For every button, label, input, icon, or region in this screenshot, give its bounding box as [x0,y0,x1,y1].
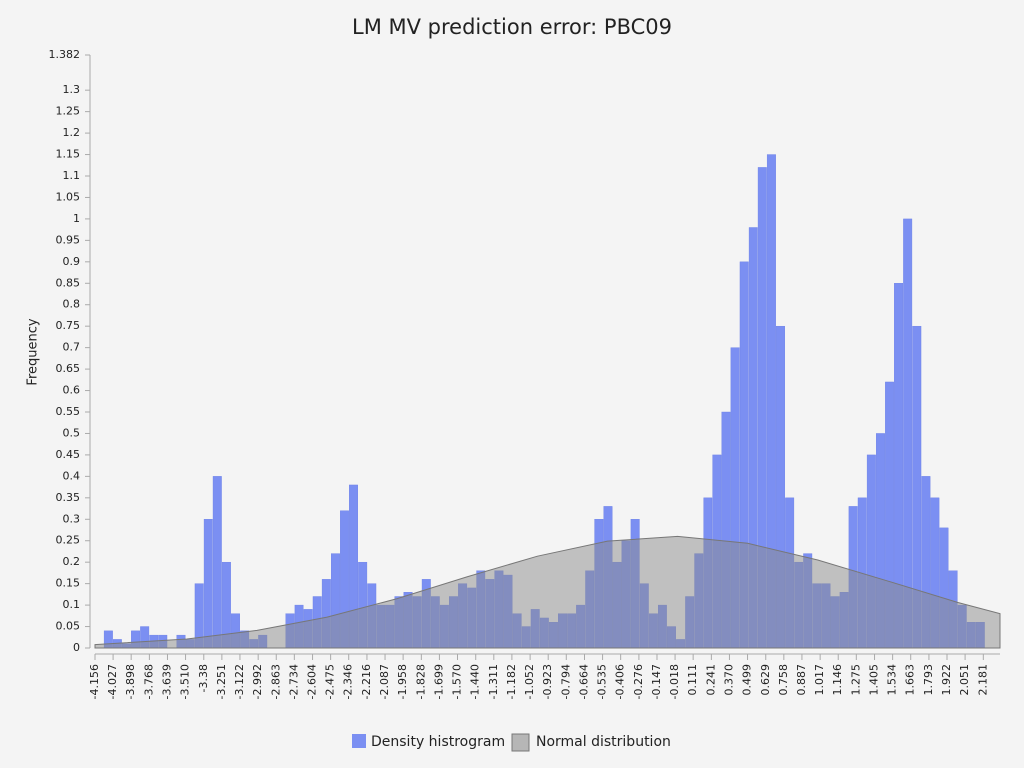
x-tick-label: -0.406 [614,664,627,699]
normal-area [94,535,1001,649]
x-tick-label: -2.863 [269,664,282,699]
x-tick-label: 0.887 [795,664,808,696]
x-tick-label: 0.629 [759,664,772,696]
x-tick-label: -1.699 [432,664,445,699]
x-tick-label: -0.664 [578,664,591,699]
x-tick-label: -3.510 [179,664,192,699]
y-tick-label: 0.5 [63,426,81,439]
legend-swatch [511,733,530,752]
x-tick-label: 0.370 [722,664,735,696]
y-tick-label: 1.15 [56,148,81,161]
x-tick-label: -0.147 [650,664,663,699]
x-tick-label: -2.087 [378,664,391,699]
x-tick-label: -2.216 [360,664,373,699]
x-tick-label: 1.405 [868,664,881,696]
x-tick-label: -4.156 [88,664,101,699]
x-tick-label: 2.181 [976,664,989,696]
x-tick-label: -3.122 [233,664,246,699]
histogram-bar [203,519,213,649]
y-tick-label: 0.35 [56,491,81,504]
x-tick-label: -3.38 [197,664,210,692]
x-tick-label: 1.663 [904,664,917,696]
x-tick-label: 1.793 [922,664,935,696]
y-tick-label: 0.2 [63,555,81,568]
x-tick-label: 1.922 [940,664,953,696]
x-tick-label: -3.898 [124,664,137,699]
x-tick-label: -3.251 [215,664,228,699]
x-tick-label: 0.499 [741,664,754,696]
x-tick-label: -1.182 [505,664,518,699]
legend-label: Density histrogram [371,734,505,750]
x-tick-label: -1.311 [487,664,500,699]
y-tick-label: 1.382 [49,48,81,61]
x-tick-label: 1.146 [831,664,844,696]
y-tick-label: 1.25 [56,105,81,118]
y-tick-label: 0.1 [63,598,81,611]
x-tick-label: -2.992 [251,664,264,699]
x-tick-label: -0.535 [596,664,609,699]
x-tick-label: 1.275 [849,664,862,696]
x-tick-label: -4.027 [106,664,119,699]
y-tick-label: 0.55 [56,405,81,418]
x-tick-label: -3.768 [142,664,155,699]
y-tick-label: 0.15 [56,577,81,590]
x-tick-label: -1.570 [451,664,464,699]
x-tick-label: 0.241 [704,664,717,696]
x-tick-label: -1.440 [469,664,482,699]
y-tick-label: 1.05 [56,190,81,203]
x-tick-label: -0.018 [668,664,681,699]
legend-swatch [352,734,366,748]
y-tick-label: 0.3 [63,512,81,525]
x-tick-label: -0.794 [559,664,572,699]
x-tick-label: -2.604 [306,664,319,699]
y-tick-label: 0 [73,641,80,654]
y-tick-label: 0.4 [63,469,81,482]
x-tick-label: -2.734 [287,664,300,699]
y-tick-label: 0.9 [63,255,81,268]
chart-title: LM MV prediction error: PBC09 [352,15,672,39]
y-tick-label: 0.8 [63,298,81,311]
x-tick-label: 2.051 [958,664,971,696]
y-tick-label: 1 [73,212,80,225]
x-tick-label: -2.346 [342,664,355,699]
x-tick-label: 1.017 [813,664,826,696]
x-tick-label: -2.475 [324,664,337,699]
x-tick-label: -3.639 [160,664,173,699]
y-tick-label: 0.75 [56,319,81,332]
y-tick-label: 1.3 [63,83,81,96]
y-axis-label: Frequency [26,318,41,385]
x-tick-label: -0.276 [632,664,645,699]
y-tick-label: 1.1 [63,169,81,182]
y-tick-label: 0.65 [56,362,81,375]
x-tick-label: 1.534 [886,664,899,696]
y-tick-label: 0.85 [56,276,81,289]
y-tick-label: 0.25 [56,534,81,547]
histogram-bar [903,218,913,649]
y-tick-label: 0.6 [63,384,81,397]
y-tick-label: 0.95 [56,233,81,246]
y-tick-label: 0.45 [56,448,81,461]
x-tick-label: -1.958 [396,664,409,699]
x-tick-label: -0.923 [541,664,554,699]
histogram-bar [212,476,222,649]
y-tick-label: 0.05 [56,620,81,633]
x-tick-label: 0.111 [686,664,699,696]
x-tick-label: -1.052 [523,664,536,699]
x-tick-label: -1.828 [414,664,427,699]
y-tick-label: 1.2 [63,126,81,139]
x-tick-label: 0.758 [777,664,790,696]
y-tick-label: 0.7 [63,341,81,354]
legend-label: Normal distribution [536,734,671,750]
